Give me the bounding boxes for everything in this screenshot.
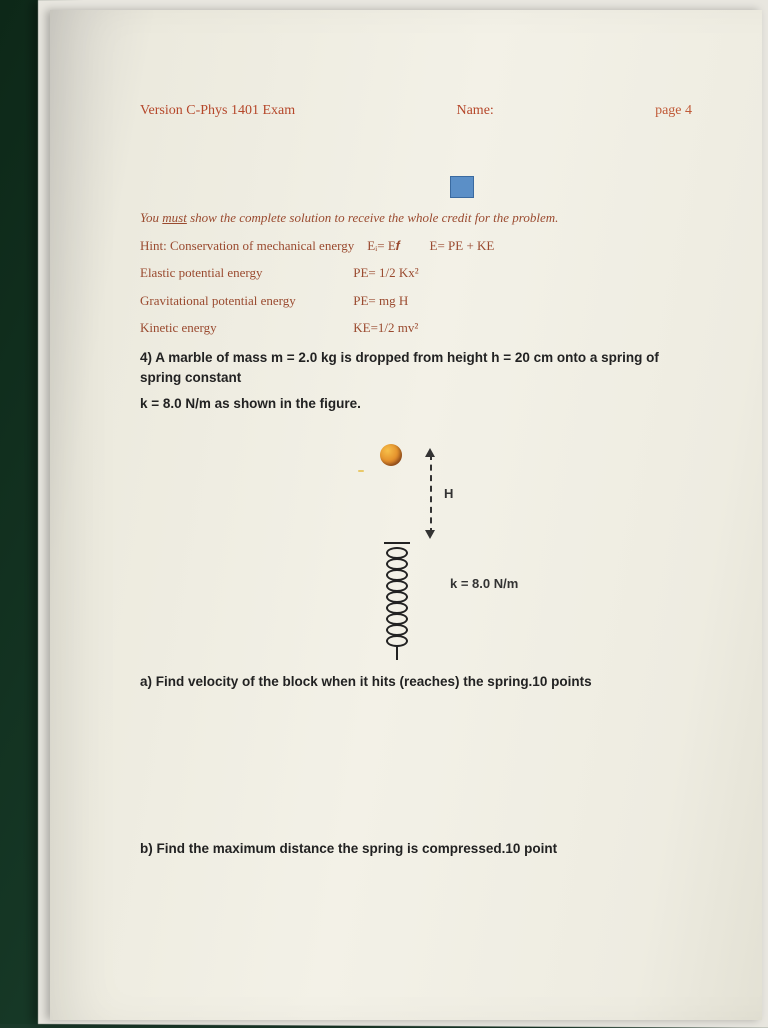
exam-paper: Version C-Phys 1401 Exam Name: page 4 Yo…: [50, 10, 762, 1020]
hint-ke-eq: KE=1/2 mv²: [353, 320, 418, 335]
height-label: H: [444, 484, 453, 504]
height-arrow-down-icon: [425, 530, 435, 539]
hint-conservation-eq1: Eᵢ= E𝒇: [367, 238, 400, 253]
header-name-label: Name:: [377, 100, 574, 121]
instruction-rest: show the complete solution to receive th…: [187, 210, 559, 225]
marble-caption: [358, 470, 364, 472]
hint-elastic-eq: PE= 1/2 Kx²: [353, 265, 418, 280]
hint-kinetic: Kinetic energy KE=1/2 mv²: [140, 318, 692, 338]
spring-icon: [384, 542, 410, 660]
hint-grav-eq: PE= mg H: [353, 293, 408, 308]
hint-conservation: Hint: Conservation of mechanical energy …: [140, 236, 692, 256]
page-header: Version C-Phys 1401 Exam Name: page 4: [140, 100, 692, 121]
instruction-prefix: You: [140, 210, 162, 225]
height-dashed-line: [430, 454, 432, 534]
answer-space-a: [140, 711, 692, 821]
hint-grav-label: Gravitational potential energy: [140, 291, 350, 311]
spring-constant-label: k = 8.0 N/m: [450, 574, 518, 594]
subpart-b: b) Find the maximum distance the spring …: [140, 839, 692, 859]
question-4-line2: k = 8.0 N/m as shown in the figure.: [140, 394, 692, 414]
hint-elastic: Elastic potential energy PE= 1/2 Kx²: [140, 263, 692, 283]
figure-diagram: H k = 8.0 N/m: [140, 434, 692, 654]
header-version: Version C-Phys 1401 Exam: [140, 100, 377, 121]
blue-marker-box: [450, 176, 474, 198]
subpart-a: a) Find velocity of the block when it hi…: [140, 672, 692, 692]
hint-elastic-label: Elastic potential energy: [140, 263, 350, 283]
instruction-must: must: [162, 210, 187, 225]
question-4-line1: 4) A marble of mass m = 2.0 kg is droppe…: [140, 348, 692, 389]
instruction-line: You must show the complete solution to r…: [140, 208, 692, 228]
header-page-number: page 4: [574, 100, 692, 121]
hint-conservation-eq2: E= PE + KE: [430, 238, 495, 253]
hint-ke-label: Kinetic energy: [140, 318, 350, 338]
hint-conservation-label: Hint: Conservation of mechanical energy: [140, 238, 354, 253]
photo-background: Version C-Phys 1401 Exam Name: page 4 Yo…: [0, 0, 768, 1024]
hint-grav: Gravitational potential energy PE= mg H: [140, 291, 692, 311]
marble-icon: [380, 444, 402, 466]
